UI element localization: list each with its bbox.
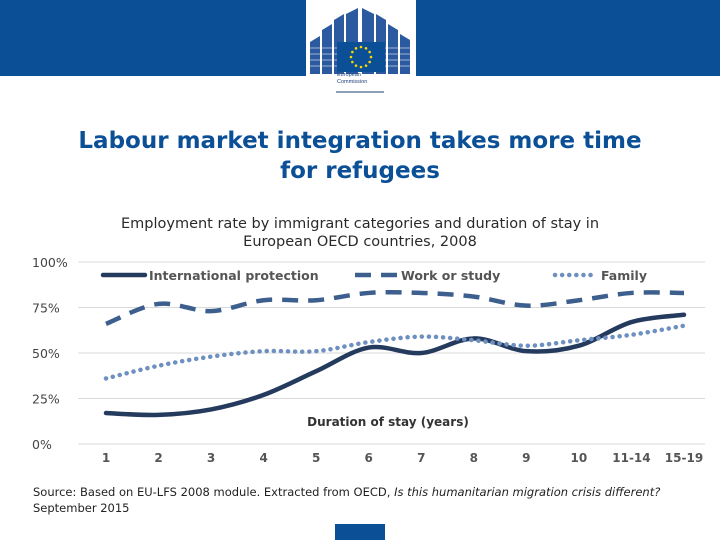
y-tick-label: 25% bbox=[32, 392, 60, 407]
source-note: Source: Based on EU-LFS 2008 module. Ext… bbox=[33, 484, 693, 516]
eu-star bbox=[359, 45, 363, 49]
logo-text-line1: European bbox=[337, 72, 361, 78]
x-tick-label: 7 bbox=[417, 451, 425, 465]
x-axis-title: Duration of stay (years) bbox=[307, 415, 469, 429]
commission-building-icon bbox=[310, 8, 410, 93]
source-prefix: Source: Based on EU-LFS 2008 module. Ext… bbox=[33, 485, 395, 499]
eu-star bbox=[369, 55, 373, 59]
series-line bbox=[103, 323, 687, 381]
x-tick-label: 15-19 bbox=[665, 451, 703, 465]
x-tick-label: 10 bbox=[571, 451, 588, 465]
source-suffix: September 2015 bbox=[33, 501, 130, 515]
y-tick-label: 100% bbox=[32, 255, 68, 270]
legend-label: Work or study bbox=[401, 268, 500, 283]
series-line bbox=[105, 289, 685, 326]
x-tick-label: 2 bbox=[154, 451, 162, 465]
slide-title: Labour market integration takes more tim… bbox=[40, 126, 680, 186]
european-commission-logo: European Commission bbox=[306, 0, 416, 102]
eu-star bbox=[354, 47, 358, 50]
x-tick-label: 4 bbox=[259, 451, 267, 465]
legend-label: Family bbox=[601, 268, 647, 283]
x-tick-label: 9 bbox=[522, 451, 530, 465]
slide-title-line1: Labour market integration takes more tim… bbox=[78, 128, 642, 154]
y-tick-label: 50% bbox=[32, 346, 60, 361]
chart-title: Employment rate by immigrant categories … bbox=[60, 215, 660, 251]
eu-star bbox=[351, 60, 354, 64]
eu-star bbox=[364, 64, 368, 67]
y-tick-label: 0% bbox=[32, 437, 52, 452]
chart-title-line1: Employment rate by immigrant categories … bbox=[120, 216, 600, 232]
source-italic: Is this humanitarian migration crisis di… bbox=[394, 485, 661, 499]
x-tick-label: 5 bbox=[312, 451, 320, 465]
slide-title-line2: for refugees bbox=[280, 158, 440, 184]
legend-label: International protection bbox=[149, 268, 319, 283]
eu-star bbox=[359, 65, 363, 69]
eu-star bbox=[368, 60, 371, 64]
footer-bar bbox=[335, 524, 385, 540]
chart-title-line2: European OECD countries, 2008 bbox=[243, 234, 477, 250]
x-tick-label: 6 bbox=[365, 451, 373, 465]
logo-text-line2: Commission bbox=[337, 79, 368, 85]
eu-star bbox=[368, 50, 371, 54]
y-tick-label: 75% bbox=[32, 301, 60, 316]
x-tick-label: 1 bbox=[102, 451, 110, 465]
eu-star bbox=[364, 47, 368, 50]
x-tick-label: 8 bbox=[470, 451, 478, 465]
x-tick-label: 11-14 bbox=[612, 451, 650, 465]
employment-line-chart: 0% 25% 50% 75% 100% 1 2 3 4 5 6 7 8 9 10 11-14 15-19 Dura… bbox=[32, 255, 705, 465]
eu-star bbox=[354, 64, 358, 67]
x-tick-label: 3 bbox=[207, 451, 215, 465]
eu-star bbox=[349, 55, 353, 59]
eu-star bbox=[351, 50, 354, 54]
series-line bbox=[103, 312, 687, 418]
